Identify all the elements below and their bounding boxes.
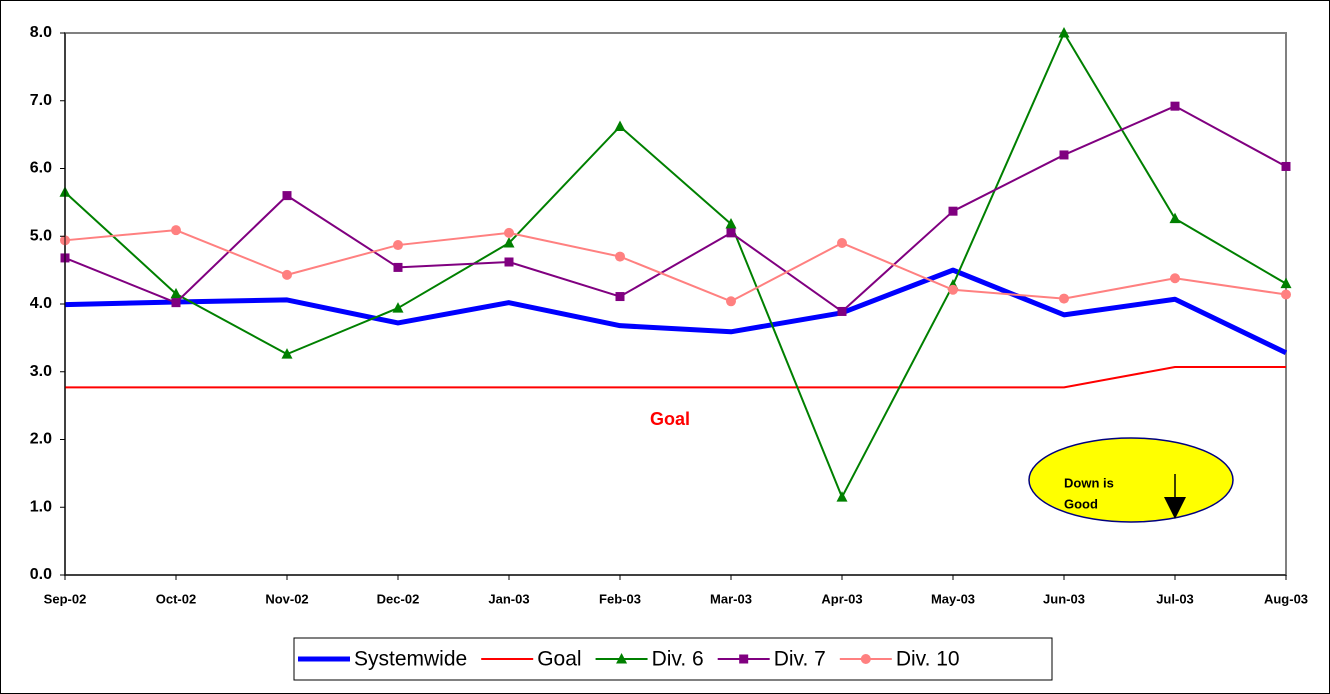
y-tick-label: 3.0 [30,363,52,380]
marker [726,228,736,238]
x-tick-label: Sep-02 [44,591,87,606]
marker [281,348,293,359]
marker [1281,161,1291,171]
legend-label: Div. 10 [896,648,960,671]
marker [615,251,625,262]
marker [504,257,514,267]
callout-bubble [1028,437,1234,523]
marker [1281,289,1291,300]
x-tick-label: Aug-03 [1264,591,1308,606]
legend-label: Systemwide [354,648,467,671]
marker [393,240,403,251]
callout-arrowhead [1164,497,1186,519]
marker [170,287,182,299]
marker [1058,27,1070,38]
marker [836,491,848,502]
y-tick-label: 0.0 [30,566,52,583]
x-tick-label: Jul-03 [1156,591,1194,606]
marker [615,292,625,302]
marker [948,284,958,295]
series-line [64,229,1287,303]
marker [1059,293,1069,304]
y-tick-label: 5.0 [30,227,52,244]
y-tick-label: 1.0 [30,498,52,515]
marker [1059,150,1069,160]
y-tick-label: 2.0 [30,431,52,448]
x-tick-label: Oct-02 [156,591,196,606]
y-tick-label: 7.0 [30,92,52,109]
marks [59,27,1292,502]
legend-label: Div. 7 [774,648,826,671]
callout-line: Good [1064,496,1098,511]
series-line [64,105,1287,313]
marker [393,262,403,272]
marker [616,653,628,664]
x-tick-label: Mar-03 [710,591,752,606]
marker [614,120,626,131]
marker [837,238,847,249]
legend: Systemwide Goal Div. 6 Div. 7 Div. 10 [298,648,960,671]
series-line [65,366,1286,389]
x-tick-label: Apr-03 [821,591,862,606]
marker [1169,212,1181,224]
y-tick-label: 8.0 [30,24,52,41]
marker [837,306,847,316]
marker [282,191,292,201]
marker [1170,101,1180,111]
marker [171,225,181,236]
y-tick-label: 6.0 [30,160,52,177]
legend-label: Goal [537,648,581,671]
legend-label: Div. 6 [652,648,704,671]
x-tick-label: Jun-03 [1043,591,1085,606]
x-tick-label: Feb-03 [599,591,641,606]
marker [726,296,736,307]
x-tick-label: Nov-02 [265,591,308,606]
goal-annotation: Goal [650,409,690,429]
marker [504,227,514,238]
marker [392,302,404,313]
x-tick-label: Dec-02 [377,591,420,606]
legend-frame [293,637,1053,681]
marker [739,654,749,664]
callout-line: Down is [1064,475,1114,490]
x-tick-label: May-03 [931,591,975,606]
marker [1170,273,1180,284]
marker [860,654,871,664]
y-tick-label: 4.0 [30,295,52,312]
marker [282,269,292,280]
marker [948,206,958,216]
marker [503,237,515,248]
marker [1280,277,1292,289]
marker [725,218,737,229]
x-tick-label: Jan-03 [488,591,529,606]
series-line [64,32,1287,499]
marker [171,298,181,308]
series-line [64,267,1288,356]
